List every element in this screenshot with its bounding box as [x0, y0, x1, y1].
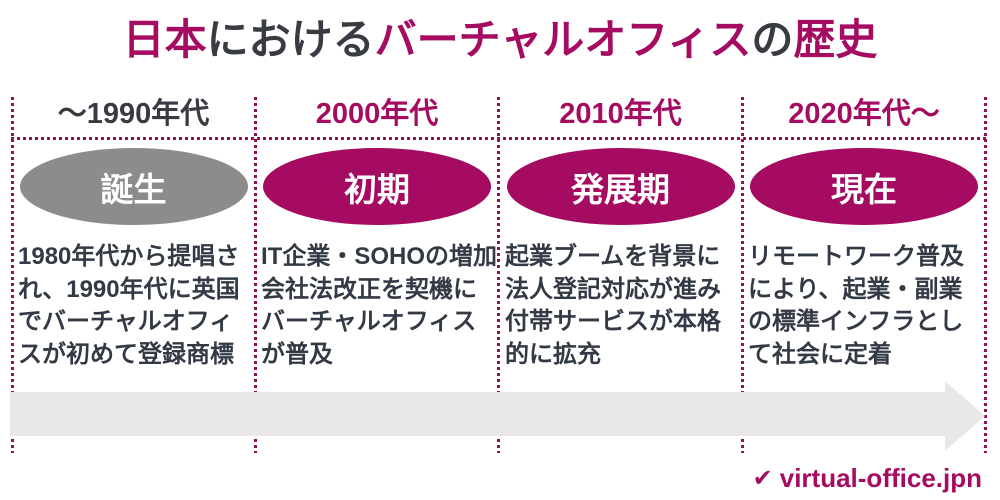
description-line: でバーチャルオフィ	[18, 308, 234, 335]
description-line: スが初めて登録商標	[18, 340, 234, 368]
description-line: 1980年代から提唱さ	[18, 243, 240, 270]
timeline-arrow-shape	[10, 381, 985, 451]
stage-badge: 誕生	[19, 148, 248, 225]
title-segment: における	[206, 16, 375, 63]
stage-description: 1980年代から提唱さ れ、1990年代に英国 でバーチャルオフィ スが初めて登…	[18, 241, 255, 371]
title-segment: 日本	[122, 16, 207, 63]
description-line: リモートワーク普及	[748, 243, 964, 270]
title-segment: 歴史	[793, 16, 878, 63]
stage-description: リモートワーク普及 により、起業・副業 の標準インフラとし て社会に定着	[748, 241, 986, 371]
stage-badge: 初期	[263, 148, 491, 225]
description-line: の標準インフラとし	[748, 308, 964, 335]
timeline-column-2010s: 2010年代 発展期 起業ブームを背景に 法人登記対応が進み 付帯サービスが本格…	[499, 0, 742, 460]
brand-footer: ✔ virtual-office.jpn	[753, 463, 982, 494]
description-line: れ、1990年代に英国	[18, 275, 240, 303]
description-line: IT企業・SOHOの増加	[261, 243, 498, 270]
brand-label: virtual-office.jpn	[779, 463, 982, 493]
column-divider	[254, 97, 257, 453]
stage-description: IT企業・SOHOの増加 会社法改正を契機に バーチャルオフィス が普及	[261, 241, 499, 371]
period-label: ～1990年代	[57, 98, 210, 130]
check-icon: ✔	[752, 464, 773, 492]
description-line: 会社法改正を契機に	[261, 275, 477, 303]
description-line: 付帯サービスが本格	[505, 308, 721, 335]
timeline-column-1990s: ～1990年代 誕生 1980年代から提唱さ れ、1990年代に英国 でバーチャ…	[12, 0, 255, 460]
column-divider	[11, 97, 14, 453]
timeline-column-2020s: 2020年代～ 現在 リモートワーク普及 により、起業・副業 の標準インフラとし…	[742, 0, 986, 460]
timeline-arrow	[8, 378, 990, 454]
description-line: 起業ブームを背景に	[505, 243, 721, 270]
column-divider	[497, 97, 500, 453]
description-line: 的に拡充	[505, 340, 601, 368]
period-label: 2000年代	[315, 98, 439, 130]
description-line: により、起業・副業	[748, 275, 963, 303]
stage-badge: 現在	[750, 148, 978, 225]
stage-description: 起業ブームを背景に 法人登記対応が進み 付帯サービスが本格 的に拡充	[505, 241, 742, 371]
description-line: が普及	[261, 340, 333, 368]
column-divider	[741, 97, 744, 453]
period-label: 2010年代	[559, 98, 682, 130]
description-line: バーチャルオフィス	[261, 308, 477, 335]
timeline-column-2000s: 2000年代 初期 IT企業・SOHOの増加 会社法改正を契機に バーチャルオフ…	[255, 0, 499, 460]
column-divider	[984, 97, 987, 453]
title-segment: バーチャルオフィス	[374, 16, 752, 63]
stage-badge: 発展期	[506, 148, 735, 225]
page-title: 日本におけるバーチャルオフィスの歴史	[0, 12, 1000, 68]
header-divider	[11, 137, 988, 140]
description-line: 法人登記対応が進み	[505, 275, 721, 303]
description-line: て社会に定着	[748, 340, 892, 368]
title-segment: の	[751, 16, 794, 63]
period-label: 2020年代～	[788, 98, 940, 130]
